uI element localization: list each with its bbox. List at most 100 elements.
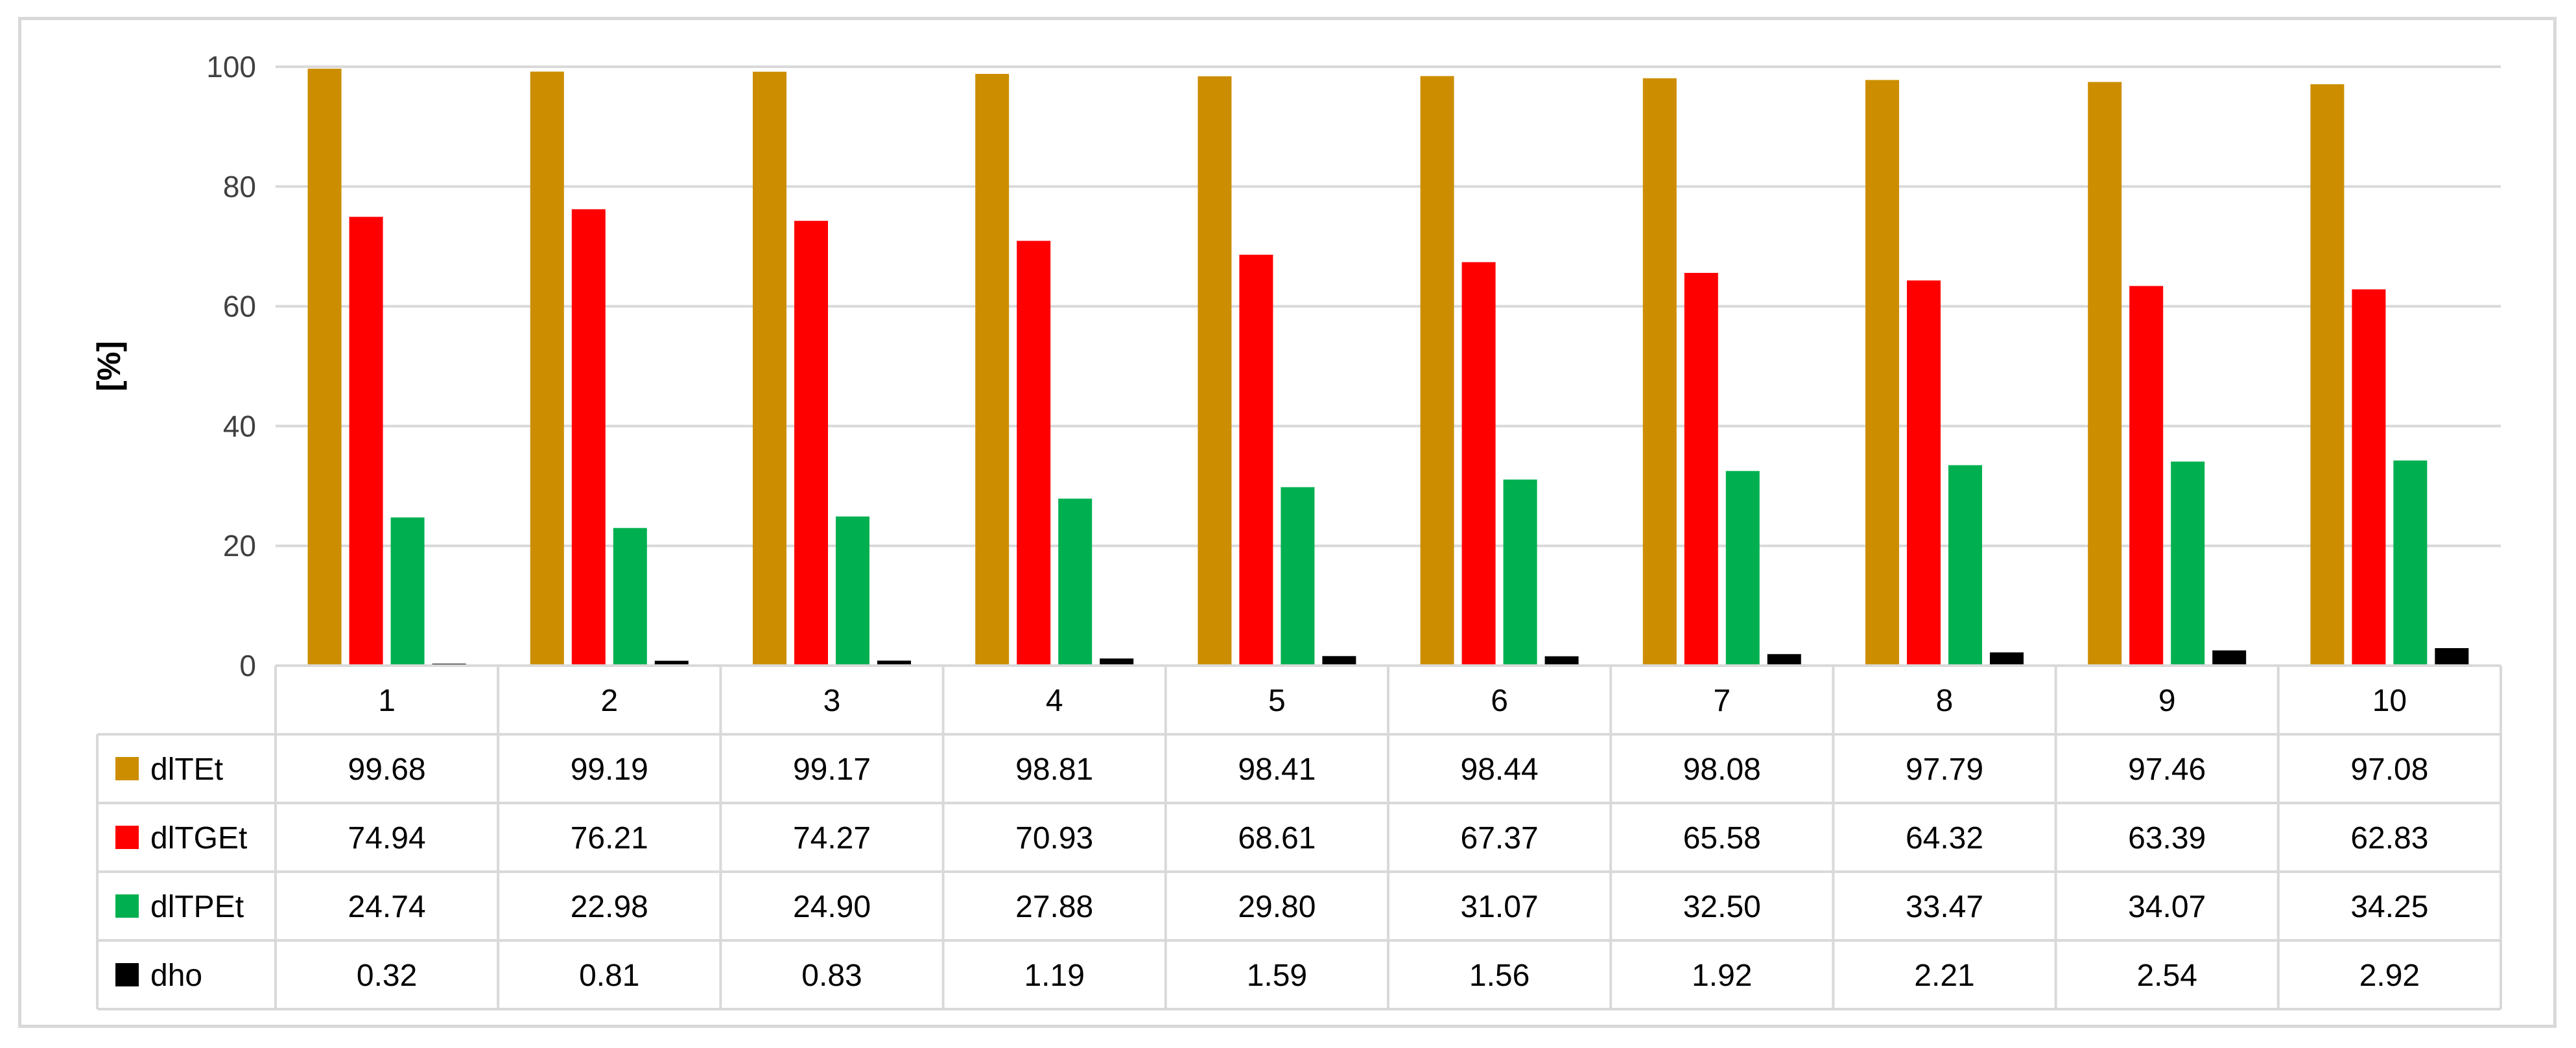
bar-dlTPEt-5 xyxy=(1281,487,1315,666)
bar-dlTPEt-6 xyxy=(1503,479,1537,666)
data-table: 1 2 3 4 5 6 7 8 9 10 dlTEt 99.68 99.19 99.17 98.81 98.4… xyxy=(96,666,2502,1010)
data-label-dlTPEt: 34.25 xyxy=(2350,890,2428,924)
y-axis-label: [%] xyxy=(91,341,127,391)
category-label: 2 xyxy=(600,684,618,718)
data-label-dlTEt: 99.68 xyxy=(348,752,426,787)
y-tick-label: 80 xyxy=(223,170,256,204)
legend-key-dlTGEt xyxy=(115,826,139,849)
bar-dho-9 xyxy=(2212,650,2247,666)
data-label-dlTPEt: 29.80 xyxy=(1238,890,1316,924)
bar-dlTGEt-7 xyxy=(1684,273,1718,666)
bar-dlTPEt-8 xyxy=(1948,465,1982,666)
legend-label-dho: dho xyxy=(150,959,202,993)
legend-key-dlTPEt xyxy=(115,894,139,918)
data-label-dlTEt: 99.17 xyxy=(793,752,871,787)
bar-dlTPEt-7 xyxy=(1725,471,1760,666)
category-label: 9 xyxy=(2158,684,2176,718)
data-label-dlTEt: 97.79 xyxy=(1906,752,1983,787)
bar-dlTEt-5 xyxy=(1198,76,1232,666)
bar-dho-7 xyxy=(1767,654,1801,666)
data-label-dho: 2.21 xyxy=(1914,959,1974,993)
bar-dho-8 xyxy=(1990,652,2024,666)
bar-dho-3 xyxy=(877,660,911,666)
category-label: 6 xyxy=(1491,684,1508,718)
data-label-dlTPEt: 24.90 xyxy=(793,890,871,924)
data-label-dlTPEt: 24.74 xyxy=(348,890,426,924)
data-label-dlTGEt: 67.37 xyxy=(1461,821,1539,856)
y-tick-label: 20 xyxy=(223,529,256,563)
bar-dlTGEt-6 xyxy=(1461,262,1496,666)
bar-dho-5 xyxy=(1322,656,1356,666)
bar-dlTPEt-4 xyxy=(1058,498,1093,666)
y-tick-label: 100 xyxy=(206,50,256,84)
bar-dlTPEt-1 xyxy=(390,517,425,666)
data-label-dho: 0.81 xyxy=(579,959,639,993)
bar-dlTGEt-4 xyxy=(1017,240,1051,666)
data-label-dho: 1.19 xyxy=(1024,959,1084,993)
data-label-dlTGEt: 74.94 xyxy=(348,821,426,856)
category-label: 7 xyxy=(1713,684,1731,718)
data-label-dlTPEt: 27.88 xyxy=(1015,890,1093,924)
data-label-dlTEt: 98.81 xyxy=(1015,752,1093,787)
bar-dlTPEt-9 xyxy=(2171,461,2205,666)
data-label-dlTGEt: 76.21 xyxy=(571,821,648,856)
data-label-dlTPEt: 22.98 xyxy=(571,890,648,924)
data-label-dlTGEt: 62.83 xyxy=(2350,821,2428,856)
gridlines xyxy=(276,65,2501,548)
bar-dlTGEt-5 xyxy=(1239,255,1273,666)
y-tick-label: 60 xyxy=(223,290,256,323)
data-label-dlTGEt: 63.39 xyxy=(2128,821,2206,856)
category-label: 10 xyxy=(2372,684,2407,718)
bars xyxy=(307,68,2469,666)
legend-label-dlTEt: dlTEt xyxy=(150,752,223,787)
bar-dho-6 xyxy=(1544,656,1579,666)
bar-dlTPEt-3 xyxy=(836,516,869,666)
bar-dlTEt-4 xyxy=(975,73,1010,666)
bar-dho-2 xyxy=(654,660,689,666)
bar-dlTEt-2 xyxy=(530,71,564,666)
data-label-dlTGEt: 64.32 xyxy=(1906,821,1983,856)
data-label-dho: 0.32 xyxy=(357,959,417,993)
bar-dlTEt-6 xyxy=(1420,76,1454,666)
data-label-dlTPEt: 31.07 xyxy=(1461,890,1539,924)
legend-label-dlTGEt: dlTGEt xyxy=(150,821,247,856)
bar-dlTEt-1 xyxy=(307,68,342,666)
data-label-dlTGEt: 74.27 xyxy=(793,821,871,856)
data-label-dho: 1.59 xyxy=(1247,959,1307,993)
bar-dlTPEt-10 xyxy=(2393,460,2428,666)
category-label: 3 xyxy=(823,684,841,718)
data-label-dlTEt: 97.46 xyxy=(2128,752,2206,787)
bar-dlTGEt-3 xyxy=(794,220,828,666)
data-label-dho: 0.83 xyxy=(801,959,862,993)
bar-dlTGEt-8 xyxy=(1907,280,1941,666)
bar-dho-4 xyxy=(1100,658,1134,666)
legend-key-dlTEt xyxy=(115,757,139,780)
bar-dlTGEt-1 xyxy=(349,216,383,666)
category-label: 4 xyxy=(1046,684,1063,718)
bar-dlTPEt-2 xyxy=(613,528,647,666)
data-label-dlTGEt: 65.58 xyxy=(1683,821,1761,856)
y-tick-label: 0 xyxy=(239,649,256,682)
data-label-dlTPEt: 32.50 xyxy=(1683,890,1761,924)
data-label-dlTGEt: 68.61 xyxy=(1238,821,1316,856)
bar-dho-10 xyxy=(2435,648,2469,666)
bar-dlTEt-3 xyxy=(753,71,786,666)
data-label-dho: 2.92 xyxy=(2359,959,2420,993)
data-label-dlTPEt: 33.47 xyxy=(1906,890,1983,924)
data-label-dlTEt: 98.41 xyxy=(1238,752,1316,787)
axes: 0 20 40 60 80 100 xyxy=(206,50,2501,682)
data-label-dlTEt: 99.19 xyxy=(571,752,648,787)
bar-dlTEt-7 xyxy=(1642,78,1677,666)
data-label-dlTEt: 98.44 xyxy=(1461,752,1539,787)
data-label-dlTGEt: 70.93 xyxy=(1015,821,1093,856)
data-label-dho: 1.92 xyxy=(1692,959,1752,993)
bar-dlTEt-9 xyxy=(2088,82,2122,666)
category-label: 8 xyxy=(1936,684,1954,718)
bar-dlTGEt-2 xyxy=(571,209,606,666)
data-label-dlTEt: 97.08 xyxy=(2350,752,2428,787)
bar-dlTGEt-9 xyxy=(2129,286,2164,666)
legend-key-dho xyxy=(115,963,139,986)
data-label-dho: 2.54 xyxy=(2136,959,2197,993)
bar-dlTEt-8 xyxy=(1865,80,1899,666)
